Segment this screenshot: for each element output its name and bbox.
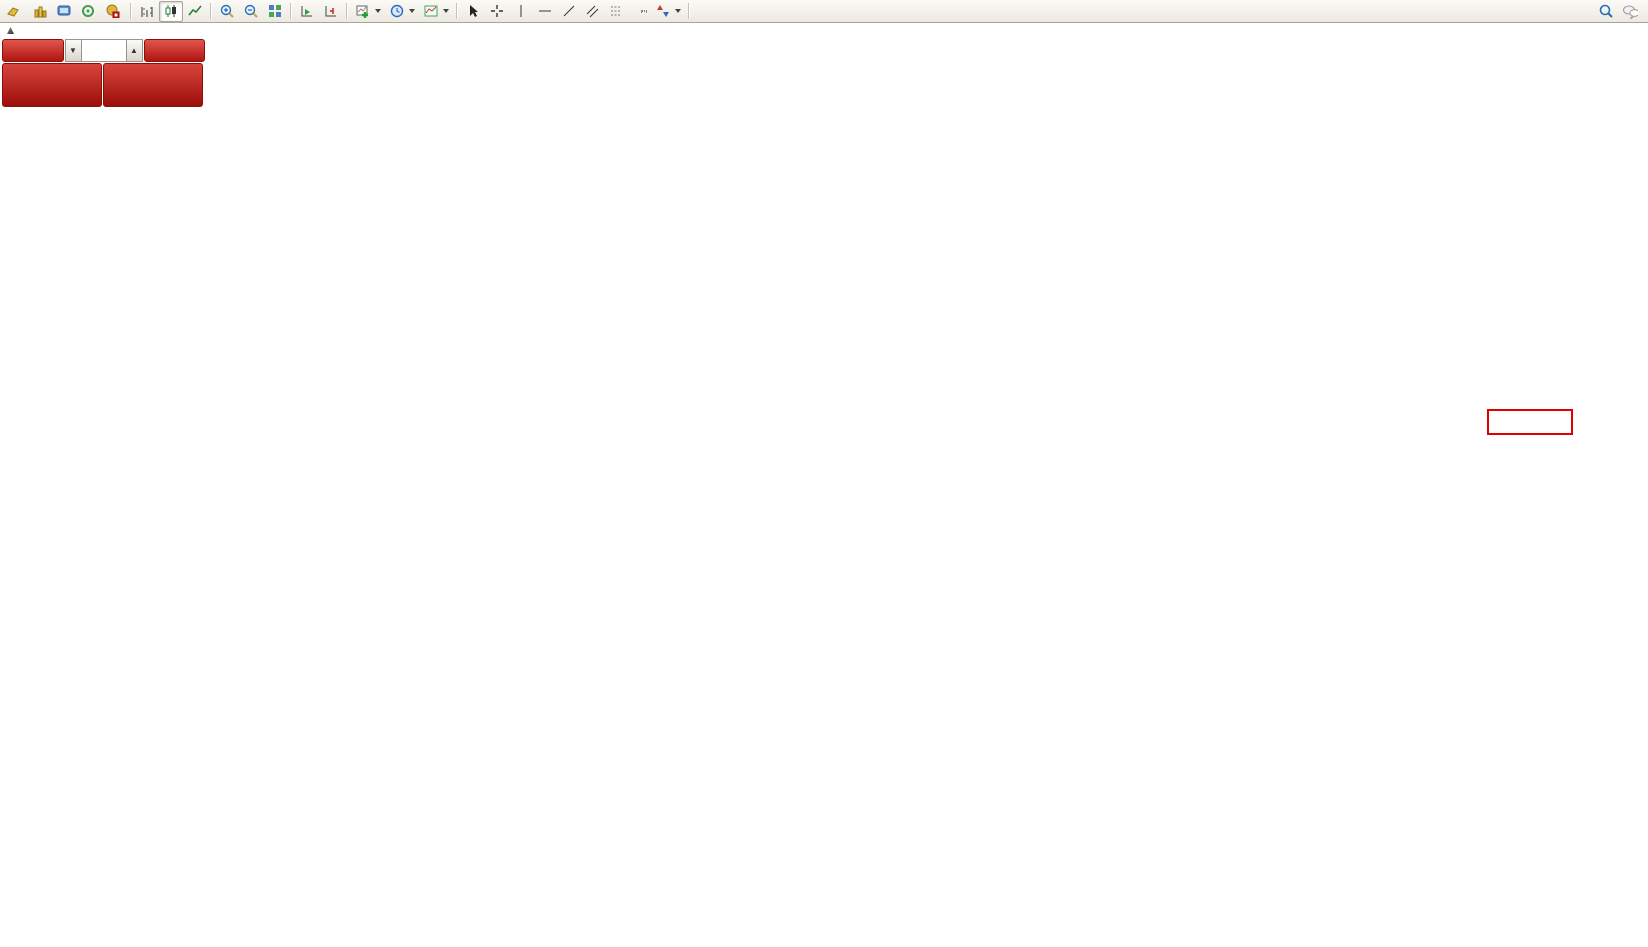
history-button[interactable] xyxy=(28,1,52,22)
signal-icon xyxy=(80,3,96,19)
chevron-down-icon xyxy=(675,9,681,13)
vertical-line-icon xyxy=(513,3,529,19)
toolbar-separator xyxy=(210,3,212,19)
toolbar-separator xyxy=(290,3,292,19)
buy-button[interactable] xyxy=(143,39,205,62)
text-tool[interactable] xyxy=(629,1,637,22)
crosshair-button[interactable] xyxy=(485,1,509,22)
market-watch-button[interactable] xyxy=(76,1,100,22)
text-label-icon xyxy=(641,10,647,12)
clock-icon xyxy=(389,3,405,19)
new-chart-icon xyxy=(355,3,371,19)
gold-bars-icon xyxy=(32,3,48,19)
volume-increase-button[interactable]: ▲ xyxy=(125,39,143,62)
tile-windows-button[interactable] xyxy=(263,1,287,22)
fibonacci-tool[interactable] xyxy=(605,1,629,22)
autotrade-icon xyxy=(104,3,120,19)
line-chart-icon xyxy=(187,3,203,19)
sell-price-panel[interactable] xyxy=(2,63,102,107)
cursor-button[interactable] xyxy=(461,1,485,22)
candlestick-chart-icon xyxy=(163,3,179,19)
price-callout-box[interactable] xyxy=(1487,409,1573,435)
chevron-down-icon xyxy=(443,9,449,13)
trendline-icon xyxy=(561,3,577,19)
one-click-trading-panel: ▼ ▲ xyxy=(2,39,205,107)
fibonacci-icon xyxy=(609,3,625,19)
volume-decrease-button[interactable]: ▼ xyxy=(64,39,82,62)
toolbar-separator xyxy=(456,3,458,19)
chat-icon xyxy=(1622,3,1638,19)
candle-chart-button[interactable] xyxy=(159,0,183,22)
zoom-out-icon xyxy=(243,3,259,19)
chart-title-bar xyxy=(7,27,18,34)
terminal-button[interactable] xyxy=(52,1,76,22)
chart-shift-icon xyxy=(323,3,339,19)
volume-stepper: ▼ ▲ xyxy=(64,39,143,62)
text-label-tool[interactable] xyxy=(637,1,651,22)
indicators-icon xyxy=(423,3,439,19)
toolbar-separator xyxy=(346,3,348,19)
zoom-in-icon xyxy=(219,3,235,19)
line-chart-button[interactable] xyxy=(183,1,207,22)
trendline-tool[interactable] xyxy=(557,1,581,22)
cursor-icon xyxy=(465,3,481,19)
search-icon xyxy=(1598,3,1614,19)
horizontal-line-icon xyxy=(537,3,553,19)
arrows-shape-icon xyxy=(655,3,671,19)
toolbar-separator xyxy=(130,3,132,19)
profiles-button[interactable] xyxy=(385,1,419,22)
channel-tool[interactable] xyxy=(581,1,605,22)
autotrade-button[interactable] xyxy=(100,1,127,22)
indicators-button[interactable] xyxy=(419,1,453,22)
auto-scroll-button[interactable] xyxy=(295,1,319,22)
toolbar-separator xyxy=(688,3,690,19)
channel-icon xyxy=(585,3,601,19)
terminal-icon xyxy=(56,3,72,19)
new-order-icon xyxy=(5,3,21,19)
bar-chart-button[interactable] xyxy=(135,1,159,22)
zoom-out-button[interactable] xyxy=(239,1,263,22)
crosshair-icon xyxy=(489,3,505,19)
horizontal-line-tool[interactable] xyxy=(533,1,557,22)
vertical-line-tool[interactable] xyxy=(509,1,533,22)
zoom-in-button[interactable] xyxy=(215,1,239,22)
volume-input[interactable] xyxy=(81,39,126,62)
chevron-down-icon xyxy=(409,9,415,13)
search-button[interactable] xyxy=(1594,1,1618,22)
auto-scroll-icon xyxy=(299,3,315,19)
new-chart-button[interactable] xyxy=(351,1,385,22)
chart-shift-button[interactable] xyxy=(319,1,343,22)
chart-canvas[interactable] xyxy=(0,23,1648,947)
chart-annotations xyxy=(1487,409,1573,435)
toolbar xyxy=(0,0,1648,23)
chat-button[interactable] xyxy=(1618,1,1642,22)
tile-windows-icon xyxy=(267,3,283,19)
chevron-down-icon xyxy=(375,9,381,13)
sell-button[interactable] xyxy=(2,39,64,62)
shapes-tool[interactable] xyxy=(651,1,685,22)
new-order-button[interactable] xyxy=(1,1,28,22)
buy-price-panel[interactable] xyxy=(103,63,203,107)
symbol-icon xyxy=(7,27,14,34)
bar-chart-icon xyxy=(139,3,155,19)
